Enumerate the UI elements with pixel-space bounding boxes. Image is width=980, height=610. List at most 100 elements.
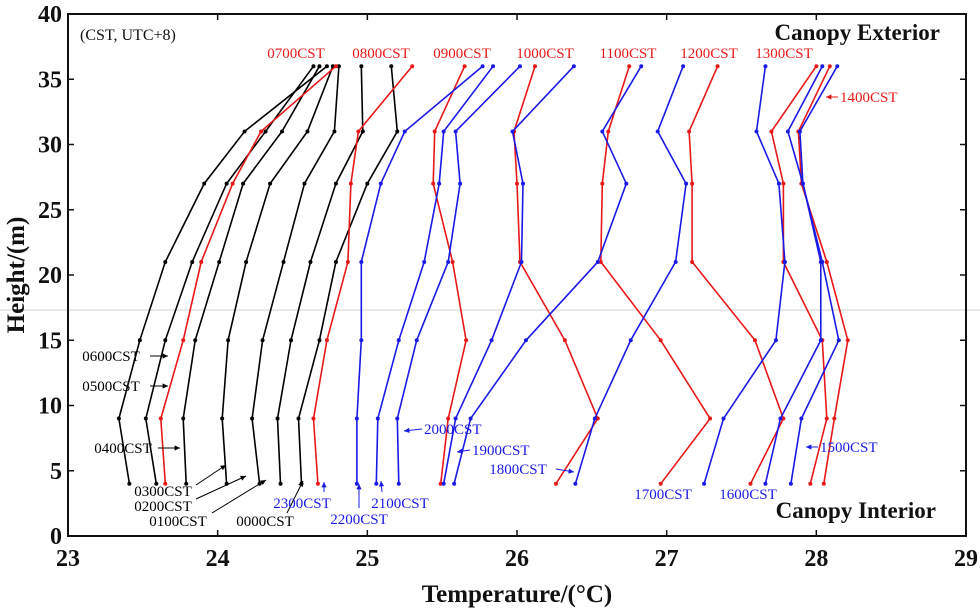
x-tick-label: 26 <box>505 546 529 572</box>
series-label: 1800CST <box>489 462 547 478</box>
data-point <box>333 64 338 69</box>
data-point <box>673 259 678 264</box>
data-point <box>832 416 837 421</box>
data-point <box>360 129 365 134</box>
data-point <box>452 481 457 486</box>
data-point <box>523 338 528 343</box>
y-tick-label: 5 <box>50 459 62 485</box>
data-point <box>818 338 823 343</box>
data-point <box>163 481 168 486</box>
data-point <box>464 338 469 343</box>
data-point <box>769 129 774 134</box>
label-pointer-arrowhead <box>826 94 832 100</box>
series-label: 2100CST <box>371 496 429 512</box>
data-point <box>845 338 850 343</box>
data-point <box>389 64 394 69</box>
data-point <box>491 64 496 69</box>
data-point <box>446 259 451 264</box>
data-point <box>431 181 436 186</box>
data-point <box>702 481 707 486</box>
label-pointer-arrowhead <box>298 481 303 487</box>
y-tick-label: 15 <box>38 328 62 354</box>
data-point <box>687 129 692 134</box>
data-point <box>573 481 578 486</box>
x-axis-title: Temperature/(°C) <box>422 581 613 608</box>
data-point <box>127 481 132 486</box>
series-line-0500CST <box>144 65 315 484</box>
series-label: 0100CST <box>149 514 207 530</box>
data-point <box>684 181 689 186</box>
data-point <box>289 338 294 343</box>
data-point <box>480 64 485 69</box>
data-point <box>263 129 268 134</box>
data-point <box>824 259 829 264</box>
series-label: 1500CST <box>820 440 878 456</box>
series-line-1900CST <box>453 65 642 484</box>
data-point <box>281 259 286 264</box>
data-point <box>199 259 204 264</box>
data-point <box>422 259 427 264</box>
data-point <box>827 64 832 69</box>
data-point <box>721 416 726 421</box>
data-point <box>598 259 603 264</box>
data-point <box>690 259 695 264</box>
data-point <box>627 64 632 69</box>
data-point <box>315 481 320 486</box>
data-point <box>354 416 359 421</box>
series-label: 1200CST <box>680 46 738 62</box>
data-point <box>163 338 168 343</box>
series-label: 0400CST <box>94 441 152 457</box>
data-point <box>365 181 370 186</box>
data-point <box>356 129 361 134</box>
timezone-note: (CST, UTC+8) <box>80 27 176 44</box>
series-label: 2300CST <box>273 496 331 512</box>
data-point <box>510 129 515 134</box>
data-point <box>378 181 383 186</box>
data-point <box>324 64 329 69</box>
data-point <box>137 338 142 343</box>
data-point <box>441 481 446 486</box>
data-point <box>163 259 168 264</box>
data-point <box>311 64 316 69</box>
label-pointer <box>195 464 227 486</box>
data-point <box>446 416 451 421</box>
data-point <box>468 416 473 421</box>
x-tick-label: 25 <box>355 546 379 572</box>
data-point <box>748 481 753 486</box>
data-point <box>788 481 793 486</box>
data-point <box>658 338 663 343</box>
data-point <box>158 416 163 421</box>
series-label: 0700CST <box>267 46 325 62</box>
data-point <box>799 416 804 421</box>
series-lines <box>116 64 850 486</box>
data-point <box>305 129 310 134</box>
data-point <box>217 259 222 264</box>
y-tick-label: 25 <box>38 198 62 224</box>
data-point <box>489 338 494 343</box>
data-point <box>143 416 148 421</box>
data-point <box>782 259 787 264</box>
data-point <box>836 338 841 343</box>
data-point <box>639 64 644 69</box>
y-tick-label: 20 <box>38 263 62 289</box>
data-point <box>359 259 364 264</box>
data-point <box>450 259 455 264</box>
data-point <box>317 338 322 343</box>
data-point <box>517 64 522 69</box>
series-label: 2200CST <box>330 512 388 528</box>
series-label: 1100CST <box>600 46 657 62</box>
data-point <box>781 181 786 186</box>
data-point <box>453 416 458 421</box>
data-point <box>571 64 576 69</box>
data-point <box>797 129 802 134</box>
series-label: 2000CST <box>424 422 482 438</box>
data-point <box>814 64 819 69</box>
data-point <box>184 481 189 486</box>
data-point <box>808 481 813 486</box>
data-point <box>224 181 229 186</box>
data-point <box>453 129 458 134</box>
data-point <box>230 181 235 186</box>
label-pointer-arrowhead <box>162 353 168 359</box>
data-point <box>785 129 790 134</box>
